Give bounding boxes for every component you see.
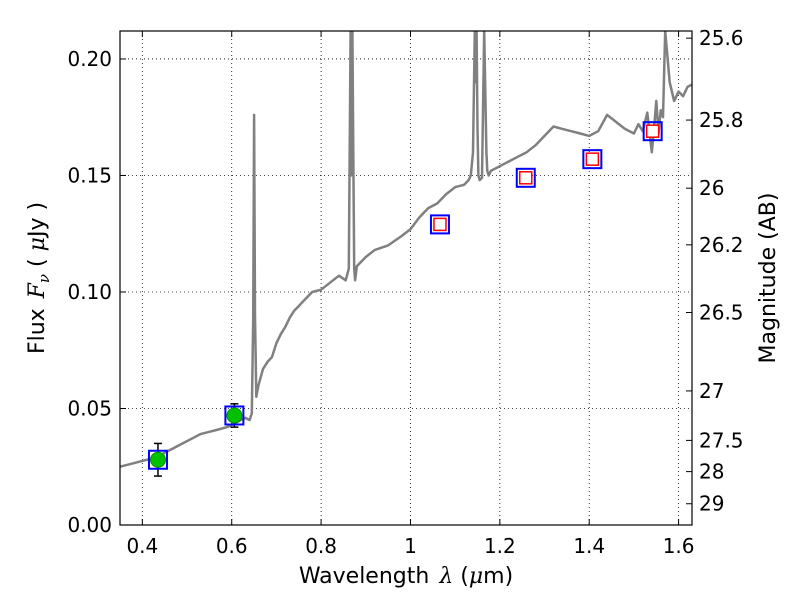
y-axis-label: FluxFν ( μJy ) — [25, 202, 53, 354]
x-tick-label: 0.6 — [216, 534, 248, 558]
y-axis-ticks: 0.00 0.05 0.10 0.15 0.20 — [67, 47, 126, 537]
grid-lines — [120, 31, 692, 526]
y2-tick-label: 26 — [699, 176, 724, 200]
x-tick-label: 1.6 — [663, 534, 695, 558]
box-marker — [515, 167, 536, 188]
x-tick-label: 1 — [404, 534, 417, 558]
box-marker — [147, 449, 168, 470]
box-marker — [224, 405, 245, 426]
box-marker — [642, 121, 663, 142]
open-square-marker — [585, 152, 600, 166]
box-marker — [429, 214, 450, 235]
filled-circle-marker — [149, 451, 166, 468]
x-axis-label: Wavelength λ (μm) — [299, 564, 513, 589]
y2-axis-label: Magnitude (AB) — [756, 193, 781, 364]
y-tick-label: 0.15 — [67, 163, 112, 187]
open-square-marker — [645, 124, 660, 138]
open-square-marker — [433, 217, 447, 232]
box-marker — [582, 149, 603, 170]
y2-tick-label: 28 — [699, 460, 724, 484]
open-square-marker — [519, 171, 533, 185]
y2-tick-label: 25.6 — [699, 26, 744, 50]
y2-tick-label: 26.5 — [699, 300, 744, 324]
y-tick-label: 0.05 — [67, 396, 112, 420]
plot-frame — [119, 30, 693, 526]
filled-circle-marker — [226, 407, 243, 424]
spectrum-layer — [120, 31, 692, 468]
y-tick-label: 0.00 — [67, 513, 112, 537]
y2-tick-label: 27 — [699, 379, 724, 403]
y2-axis-ticks: 25.6 25.8 26 26.2 26.5 27 27.5 28 29 — [686, 26, 744, 516]
x-tick-label: 0.4 — [126, 534, 158, 558]
y-tick-label: 0.10 — [67, 280, 112, 304]
spectrum-line — [120, 31, 692, 468]
photometry-points — [147, 121, 663, 477]
y2-tick-label: 29 — [699, 492, 724, 516]
x-axis-ticks: 0.4 0.6 0.8 1 1.2 1.4 1.6 — [126, 31, 695, 558]
y2-tick-label: 27.5 — [699, 428, 744, 452]
y2-tick-label: 26.2 — [699, 233, 744, 257]
x-tick-label: 1.2 — [484, 534, 516, 558]
y2-tick-label: 25.8 — [699, 108, 744, 132]
x-tick-label: 1.4 — [573, 534, 605, 558]
y-tick-label: 0.20 — [67, 47, 112, 71]
x-tick-label: 0.8 — [305, 534, 337, 558]
